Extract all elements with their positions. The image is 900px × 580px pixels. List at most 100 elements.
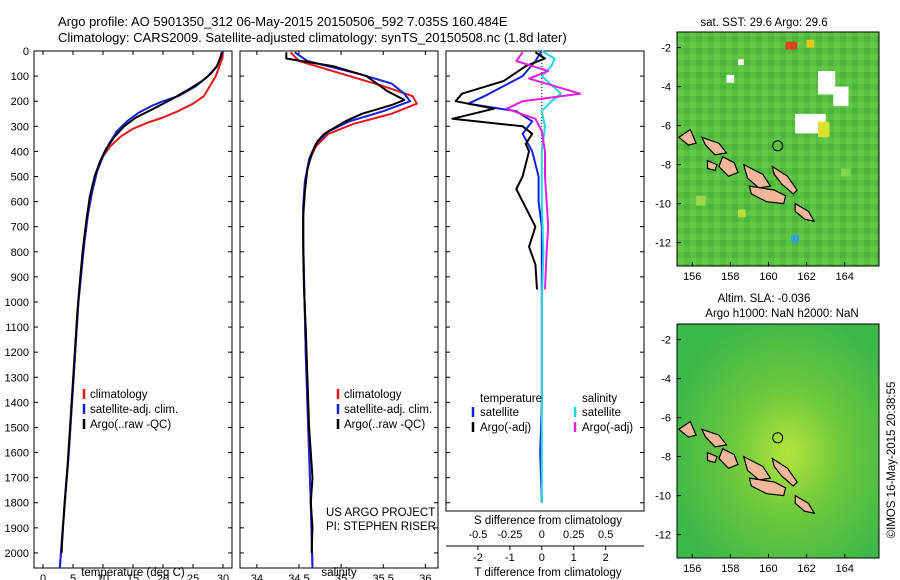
legend-label: climatology: [344, 389, 402, 401]
x-tick-label: 35: [335, 573, 347, 580]
sst-patch: [818, 121, 830, 138]
island-landmass: [718, 447, 739, 470]
island-landmass: [677, 420, 697, 438]
island-landmass: [677, 128, 697, 146]
depth-tick-label: 1100: [5, 322, 29, 334]
depth-tick-label: 400: [11, 146, 29, 158]
project-annotation-1: US ARGO PROJECT: [326, 507, 435, 519]
sst-patch: [791, 234, 799, 243]
lat-tick-label: -8: [661, 160, 671, 172]
lon-tick-label: 162: [797, 271, 815, 283]
salinity-panel: 34 34.5 35 35.5 36 climatology satellite-adj.…: [239, 50, 439, 580]
legend-label: satellite-adj. clim.: [90, 404, 178, 416]
x-tick-label: 10: [97, 573, 109, 580]
depth-tick-label: 1000: [5, 297, 29, 309]
sst-map: sat. SST: 29.6 Argo: 29.6 156 158 160 162 16…: [655, 17, 880, 283]
island-landmass: [748, 185, 787, 205]
sst-patch: [785, 41, 798, 50]
temperature-xlabel: temperature (deg C): [81, 567, 185, 579]
depth-tick-label: 300: [11, 121, 29, 133]
sst-patch: [833, 86, 849, 107]
sla-field: [677, 324, 879, 558]
s-tick-label: -0.5: [468, 529, 487, 541]
island-landmass: [706, 451, 718, 464]
lat-tick-label: -2: [661, 43, 671, 55]
island-landmass: [700, 136, 728, 156]
salinity-plot-frame: [239, 50, 439, 569]
lat-tick-label: -12: [655, 530, 671, 542]
t-tick-label: -2: [473, 552, 483, 564]
legend-label: climatology: [90, 389, 148, 401]
depth-tick-label: 600: [11, 197, 29, 209]
legend-header-salinity: salinity: [582, 393, 617, 405]
sst-field: [677, 32, 879, 266]
title-line-2: Climatology: CARS2009. Satellite-adjuste…: [58, 30, 567, 45]
x-tick-label: 0: [40, 573, 46, 580]
temperature-panel: 0100200300400500600700800900100011001200…: [5, 46, 233, 580]
title-line-1: Argo profile: AO 5901350_312 06-May-2015…: [58, 14, 508, 29]
sst-patch: [737, 59, 744, 66]
x-tick-label: 15: [127, 573, 139, 580]
lon-tick-label: 160: [759, 563, 777, 575]
depth-tick-label: 100: [11, 71, 29, 83]
legend-label: satellite: [480, 407, 519, 419]
island-landmass: [742, 163, 772, 189]
x-tick-label: 20: [157, 573, 169, 580]
series-satellite-line: [467, 50, 543, 503]
depth-tick-label: 1800: [5, 498, 29, 510]
island-landmass: [706, 159, 718, 172]
x-tick-label: 25: [187, 573, 199, 580]
island-landmass: [748, 477, 787, 497]
sla-map: Altim. SLA: -0.036 Argo h1000: NaN h2000…: [655, 293, 880, 575]
depth-tick-label: 0: [23, 46, 29, 58]
project-annotation-2: PI: STEPHEN RISER: [326, 521, 436, 533]
legend-label: satellite-adj. clim.: [344, 404, 432, 416]
depth-tick-label: 500: [11, 171, 29, 183]
depth-tick-label: 2000: [5, 548, 29, 560]
lat-tick-label: -10: [655, 199, 671, 211]
depth-tick-label: 1200: [5, 347, 29, 359]
sla-map-title-2: Argo h1000: NaN h2000: NaN: [705, 308, 858, 320]
sst-patch: [818, 71, 836, 95]
lon-tick-label: 158: [721, 563, 739, 575]
x-tick-label: 34: [251, 573, 263, 580]
island-landmass: [771, 457, 798, 487]
depth-tick-label: 1600: [5, 448, 29, 460]
sst-patch: [806, 39, 815, 48]
sla-map-frame: [676, 323, 880, 559]
island-landmass: [742, 455, 772, 481]
lat-tick-label: -10: [655, 491, 671, 503]
difference-plot-frame: [445, 50, 645, 512]
sst-map-frame: [676, 31, 880, 267]
sst-patch: [696, 195, 706, 206]
depth-tick-label: 200: [11, 96, 29, 108]
island-landmass: [700, 428, 728, 448]
lat-tick-label: -6: [661, 121, 671, 133]
island-landmass: [771, 165, 798, 195]
salinity-xlabel: salinity: [321, 567, 356, 579]
lat-tick-label: -6: [661, 413, 671, 425]
legend-label: Argo(-adj): [480, 422, 531, 434]
lon-tick-label: 158: [721, 271, 739, 283]
s-tick-label: 0.25: [563, 529, 584, 541]
x-tick-label: 30: [217, 573, 229, 580]
legend-label: Argo(..raw -QC): [90, 419, 171, 431]
difference-xlabel-top: S difference from climatology: [474, 515, 622, 527]
sst-map-title: sat. SST: 29.6 Argo: 29.6: [700, 17, 827, 29]
depth-tick-label: 800: [11, 247, 29, 259]
lat-tick-label: -4: [661, 82, 671, 94]
difference-xlabel: T difference from climatology: [474, 567, 621, 579]
lon-tick-label: 164: [836, 563, 854, 575]
series-argo-salinity-line: [505, 51, 582, 290]
t-tick-label: -1: [505, 552, 515, 564]
t-tick-label: 1: [571, 552, 577, 564]
island-landmass: [794, 494, 816, 515]
depth-tick-label: 900: [11, 272, 29, 284]
series-climatology-line: [58, 50, 224, 569]
depth-tick-label: 1300: [5, 372, 29, 384]
lat-tick-label: -8: [661, 452, 671, 464]
t-tick-label: 0: [539, 552, 545, 564]
depth-tick-label: 700: [11, 222, 29, 234]
sst-patch: [840, 168, 851, 177]
